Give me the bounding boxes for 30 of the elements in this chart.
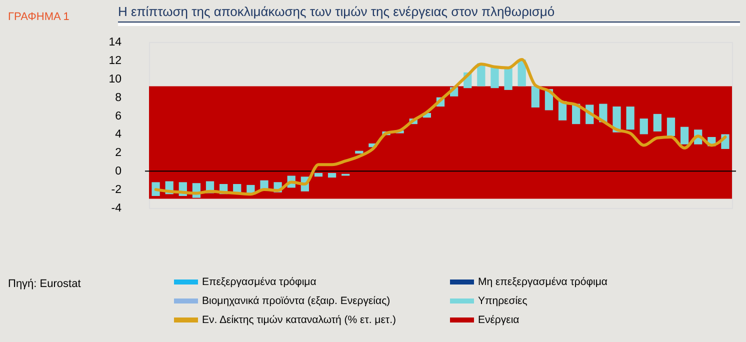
bar <box>314 172 323 177</box>
bar <box>640 118 648 134</box>
y-tick-label: 0 <box>115 166 122 178</box>
text: ΓΡΑΦΗΜΑ 1 <box>8 11 70 23</box>
text: Πηγή: Eurostat <box>8 278 81 290</box>
y-tick-label: -4 <box>111 202 122 214</box>
y-tick-label: 6 <box>115 110 122 122</box>
legend-label: Επεξεργασμένα τρόφιμα <box>202 276 316 288</box>
bar <box>653 114 662 132</box>
y-tick-label: 2 <box>115 147 122 160</box>
y-tick-label: 8 <box>115 92 122 104</box>
y-tick-label: 12 <box>108 54 122 67</box>
y-tick-label: 4 <box>115 128 122 141</box>
legend-label: Ενέργεια <box>478 314 520 326</box>
y-tick-label: -2 <box>111 184 122 196</box>
bar <box>626 106 634 130</box>
legend-label: Εν. Δείκτης τιμών καταναλωτή (% ετ. μετ.) <box>202 314 396 326</box>
bar <box>531 86 540 108</box>
legend-label: Υπηρεσίες <box>478 295 528 307</box>
bar <box>328 172 336 178</box>
bar <box>490 66 499 88</box>
line-series <box>154 58 727 196</box>
bar <box>666 118 676 136</box>
bar <box>504 66 512 90</box>
legend-label: Βιομηχανικά προϊόντα (εξαιρ. Ενεργείας) <box>202 295 390 307</box>
y-tick-label: 10 <box>108 73 122 86</box>
legend-label: Μη επεξεργασμένα τρόφιμα <box>478 276 608 288</box>
chart-title: Η επίπτωση της αποκλιμάκωσης των τιμών της ενέργειας στον πληθωρισμό <box>118 4 555 19</box>
bar <box>680 126 689 144</box>
y-tick-label: 14 <box>108 36 122 48</box>
